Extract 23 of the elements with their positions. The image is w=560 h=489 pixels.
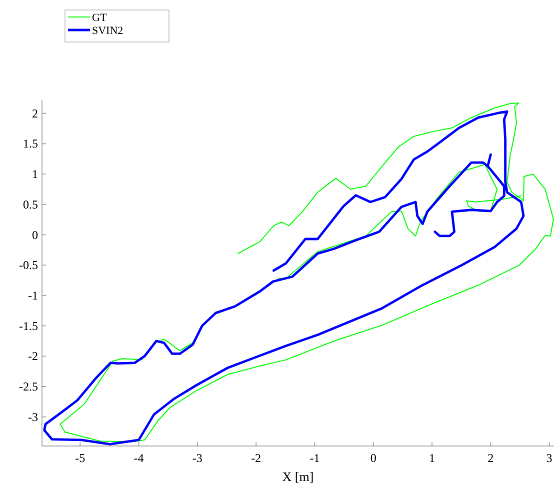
x-axis-title: X [m]	[282, 469, 314, 484]
y-tick-label: 1.5	[23, 136, 38, 151]
y-tick-label: -1.5	[19, 318, 38, 333]
x-tick-label: -5	[75, 451, 86, 465]
x-tick-label: 2	[488, 451, 494, 465]
x-tick-label: -2	[251, 451, 262, 465]
y-tick-label: -1	[28, 288, 38, 302]
y-tick-label: 0	[32, 228, 38, 242]
y-tick-label: -0.5	[19, 258, 38, 272]
y-tick-label: 1	[32, 167, 38, 182]
x-tick-label: 0	[370, 451, 376, 465]
y-tick-label: -2	[28, 349, 38, 364]
y-tick-label: -3	[28, 410, 38, 424]
x-tick-label: -3	[192, 451, 202, 465]
x-tick-label: -4	[134, 451, 144, 465]
x-tick-label: 3	[546, 451, 552, 465]
legend-label: GT	[92, 12, 107, 24]
legend-label: SVIN2	[92, 25, 124, 37]
x-tick-label: 1	[429, 451, 436, 465]
y-tick-label: -2.5	[19, 380, 38, 394]
x-tick-label: -1	[310, 451, 320, 465]
y-tick-label: 0.5	[23, 197, 38, 212]
y-tick-label: 2	[32, 106, 38, 120]
